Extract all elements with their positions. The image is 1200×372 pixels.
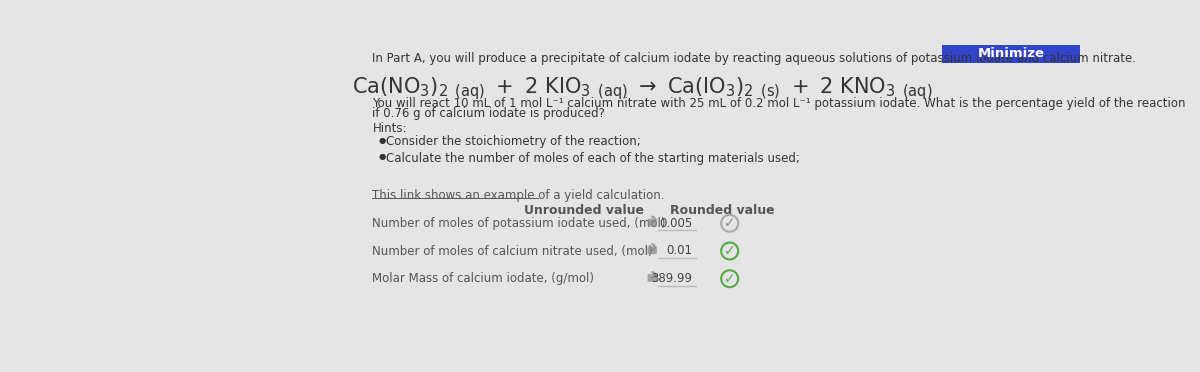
Text: Molar Mass of calcium iodate, (g/mol): Molar Mass of calcium iodate, (g/mol) bbox=[372, 272, 594, 285]
FancyBboxPatch shape bbox=[648, 219, 656, 226]
Text: ●: ● bbox=[379, 153, 386, 161]
Text: ●: ● bbox=[379, 135, 386, 144]
Text: ✓: ✓ bbox=[724, 272, 736, 286]
Text: Rounded value: Rounded value bbox=[670, 204, 774, 217]
FancyBboxPatch shape bbox=[648, 246, 656, 254]
Text: ✓: ✓ bbox=[724, 244, 736, 258]
Text: 0.01: 0.01 bbox=[666, 244, 692, 257]
Text: Number of moles of potassium iodate used, (mol): Number of moles of potassium iodate used… bbox=[372, 217, 666, 230]
Text: This link shows an example of a yield calculation.: This link shows an example of a yield ca… bbox=[372, 189, 665, 202]
Text: 389.99: 389.99 bbox=[652, 272, 692, 285]
Text: 0.005: 0.005 bbox=[659, 217, 692, 230]
Text: Number of moles of calcium nitrate used, (mol): Number of moles of calcium nitrate used,… bbox=[372, 244, 653, 257]
Text: You will react 10 mL of 1 mol L⁻¹ calcium nitrate with 25 mL of 0.2 mol L⁻¹ pota: You will react 10 mL of 1 mol L⁻¹ calciu… bbox=[372, 97, 1186, 110]
Text: Calculate the number of moles of each of the starting materials used;: Calculate the number of moles of each of… bbox=[386, 153, 800, 166]
Text: Minimize: Minimize bbox=[978, 47, 1044, 60]
FancyBboxPatch shape bbox=[648, 274, 656, 282]
Text: In Part A, you will produce a precipitate of calcium iodate by reacting aqueous : In Part A, you will produce a precipitat… bbox=[372, 52, 1136, 65]
Text: Hints:: Hints: bbox=[372, 122, 407, 135]
Text: ✓: ✓ bbox=[724, 216, 736, 230]
FancyBboxPatch shape bbox=[942, 45, 1080, 63]
Text: Unrounded value: Unrounded value bbox=[524, 204, 644, 217]
Text: Consider the stoichiometry of the reaction;: Consider the stoichiometry of the reacti… bbox=[386, 135, 641, 148]
Text: $\mathrm{Ca(NO_3)_2}\ _{\mathrm{(aq)}}\ +\ 2\ \mathrm{KIO_3}\ _{\mathrm{(aq)}}\ : $\mathrm{Ca(NO_3)_2}\ _{\mathrm{(aq)}}\ … bbox=[352, 76, 932, 102]
Text: if 0.76 g of calcium iodate is produced?: if 0.76 g of calcium iodate is produced? bbox=[372, 107, 605, 120]
